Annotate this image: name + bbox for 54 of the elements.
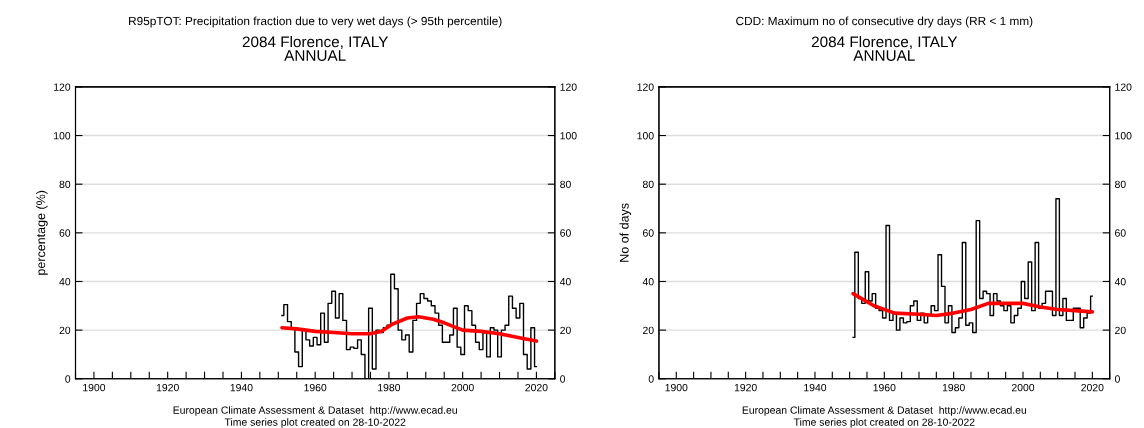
y2-tick-label: 60 xyxy=(560,229,571,237)
y-tick-label: 40 xyxy=(59,277,71,286)
x-tick-label: 1920 xyxy=(156,383,179,392)
text: Time series plot created on 28-10-2022 xyxy=(793,418,975,428)
x-tick-label: 2020 xyxy=(525,383,548,392)
x-tick-label: 1920 xyxy=(734,383,757,392)
x-tick-label: 1940 xyxy=(230,383,253,392)
y2-tick-label: 40 xyxy=(1114,277,1126,286)
y-tick-label: 100 xyxy=(637,132,654,140)
x-tick-label: 1980 xyxy=(942,383,965,392)
y-tick-label: 0 xyxy=(648,375,654,383)
y2-tick-label: 20 xyxy=(1115,326,1126,335)
x-tick-label: 2000 xyxy=(451,383,474,392)
y-tick-label: 120 xyxy=(54,83,71,91)
y-tick-label: 80 xyxy=(642,180,654,189)
x-tick-label: 2000 xyxy=(1011,383,1035,392)
x-tick-label: 1980 xyxy=(378,383,401,392)
x-tick-label: 1960 xyxy=(873,383,896,392)
chart-subtitle: 2084 Florence, ITALY ANNUAL xyxy=(811,36,958,61)
text: European Climate Assessment & Dataset http://www.ecad.eu xyxy=(173,406,457,416)
y-tick-label: 40 xyxy=(642,277,654,286)
y2-tick-label: 0 xyxy=(560,375,566,383)
x-tick-label: 1960 xyxy=(304,383,327,392)
chart-title: R95pTOT: Precipitation fraction due to very wet days (> 95th percentile) xyxy=(129,16,502,28)
line-series xyxy=(280,314,539,343)
y-tick-label: 60 xyxy=(59,229,71,237)
y2-tick-label: 120 xyxy=(1115,83,1132,91)
y2-tick-label: 120 xyxy=(560,83,577,91)
y2-tick-label: 100 xyxy=(560,132,577,140)
y-tick-label: 0 xyxy=(65,375,71,383)
y-tick-label: 100 xyxy=(54,132,71,140)
text: European Climate Assessment & Dataset http://www.ecad.eu xyxy=(742,406,1027,416)
text: Time series plot created on 28-10-2022 xyxy=(224,418,406,428)
y-axis-title: No of days xyxy=(619,203,632,262)
y2-tick-label: 80 xyxy=(1114,180,1126,189)
y2-tick-label: 0 xyxy=(1114,375,1120,383)
x-tick-label: 1940 xyxy=(804,383,827,392)
x-tick-label: 1900 xyxy=(83,383,106,392)
y2-tick-label: 80 xyxy=(560,180,571,189)
y-tick-label: 20 xyxy=(59,326,71,335)
y-tick-label: 80 xyxy=(59,180,71,189)
x-tick-label: 1900 xyxy=(665,383,688,392)
x-tick-label: 2020 xyxy=(1081,383,1104,392)
line-series xyxy=(851,291,1095,318)
y2-tick-label: 100 xyxy=(1115,132,1132,140)
y2-tick-label: 60 xyxy=(1115,229,1126,237)
y-axis-title: percentage (%) xyxy=(36,190,48,275)
y-tick-label: 60 xyxy=(643,229,654,237)
y-tick-label: 20 xyxy=(643,326,654,335)
y2-tick-label: 20 xyxy=(560,326,571,335)
y-tick-label: 120 xyxy=(637,83,654,91)
chart-title: CDD: Maximum no of consecutive dry days (RR < 1 mm) xyxy=(736,16,1033,28)
chart-subtitle: 2084 Florence, ITALY ANNUAL xyxy=(242,36,389,61)
y2-tick-label: 40 xyxy=(559,277,571,286)
